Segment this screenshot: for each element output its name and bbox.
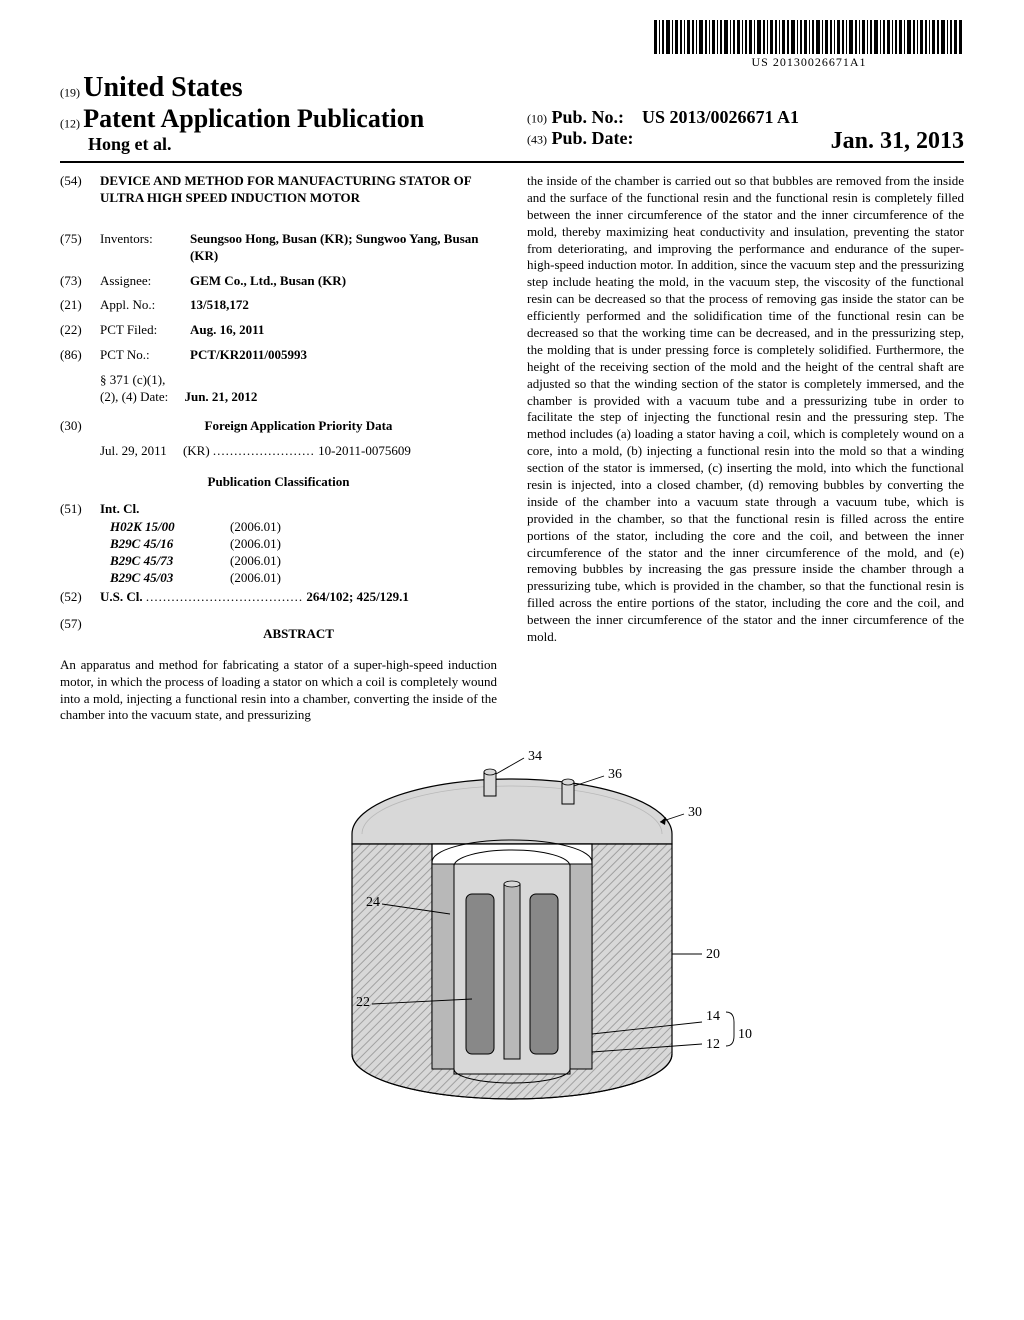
pctno-label: PCT No.: [100,347,190,364]
pctfiled-label: PCT Filed: [100,322,190,339]
pubtype-prefix: (12) [60,117,80,131]
pubno-value: US 2013/0026671 A1 [642,107,799,127]
pubno-prefix: (10) [527,111,547,125]
ipc-year: (2006.01) [230,553,497,570]
ipc-year: (2006.01) [230,536,497,553]
pctfiled-value: Aug. 16, 2011 [190,322,264,337]
inventors-num: (75) [60,231,100,265]
s371-label: § 371 (c)(1), [100,372,497,389]
right-column: the inside of the chamber is carried out… [527,173,964,724]
inventors-value: Seungsoo Hong, Busan (KR); Sungwoo Yang,… [190,231,497,265]
applno-label: Appl. No.: [100,297,190,314]
country: United States [83,72,242,103]
ipc-year: (2006.01) [230,519,497,536]
intcl-num: (51) [60,501,100,518]
s371-date-label: (2), (4) Date: [100,389,168,404]
uscl-label: U.S. Cl. [100,589,143,604]
left-column: (54) DEVICE AND METHOD FOR MANUFACTURING… [60,173,497,724]
uscl-dots: ..................................... [146,589,303,604]
pubno-label: Pub. No.: [552,107,625,127]
barcode: US 20130026671A1 [654,20,964,70]
country-prefix: (19) [60,86,80,100]
patent-figure: 34 36 30 24 22 20 14 12 10 [60,744,964,1148]
patent-title: DEVICE AND METHOD FOR MANUFACTURING STAT… [100,173,497,207]
pubclass-heading: Publication Classification [60,474,497,491]
foreign-dots: ........................ [213,443,315,458]
abstract-num: (57) [60,616,100,649]
foreign-app: 10-2011-0075609 [318,443,411,458]
assignee-num: (73) [60,273,100,290]
svg-text:34: 34 [528,749,542,764]
ipc-year: (2006.01) [230,570,497,587]
assignee-value: GEM Co., Ltd., Busan (KR) [190,273,497,290]
svg-text:12: 12 [706,1037,720,1052]
svg-text:36: 36 [608,767,622,782]
inventors-label: Inventors: [100,231,190,265]
barcode-number: US 20130026671A1 [654,55,964,70]
pctno-num: (86) [60,347,100,364]
pubdate-value: Jan. 31, 2013 [831,128,964,155]
title-num: (54) [60,173,100,223]
ipc-code: B29C 45/73 [110,553,230,570]
applno-value: 13/518,172 [190,297,249,312]
ipc-code: H02K 15/00 [110,519,230,536]
uscl-num: (52) [60,589,100,606]
pubdate-prefix: (43) [527,132,547,146]
assignee-label: Assignee: [100,273,190,290]
pctno-value: PCT/KR2011/005993 [190,347,307,362]
barcode-area: US 20130026671A1 [60,20,964,70]
foreign-num: (30) [60,418,100,435]
pubdate-label: Pub. Date: [552,128,634,148]
svg-text:20: 20 [706,947,720,962]
abstract-heading: ABSTRACT [100,626,497,643]
ipc-code: B29C 45/16 [110,536,230,553]
abstract-para1: An apparatus and method for fabricating … [60,657,497,725]
pctfiled-num: (22) [60,322,100,339]
svg-text:30: 30 [688,805,702,820]
s371-date-value: Jun. 21, 2012 [184,389,257,404]
svg-text:14: 14 [706,1009,720,1024]
svg-text:10: 10 [738,1027,752,1042]
intcl-label: Int. Cl. [100,501,139,516]
uscl-value: 264/102; 425/129.1 [306,589,409,604]
foreign-heading: Foreign Application Priority Data [205,418,393,433]
patent-header: (19) United States (12) Patent Applicati… [60,72,964,163]
publication-type: Patent Application Publication [83,104,424,133]
foreign-country: (KR) [183,443,210,458]
abstract-para2: the inside of the chamber is carried out… [527,173,964,646]
applno-num: (21) [60,297,100,314]
authors: Hong et al. [60,134,497,155]
foreign-date: Jul. 29, 2011 [100,443,167,458]
svg-text:24: 24 [366,895,380,910]
ipc-code: B29C 45/03 [110,570,230,587]
svg-text:22: 22 [356,995,370,1010]
